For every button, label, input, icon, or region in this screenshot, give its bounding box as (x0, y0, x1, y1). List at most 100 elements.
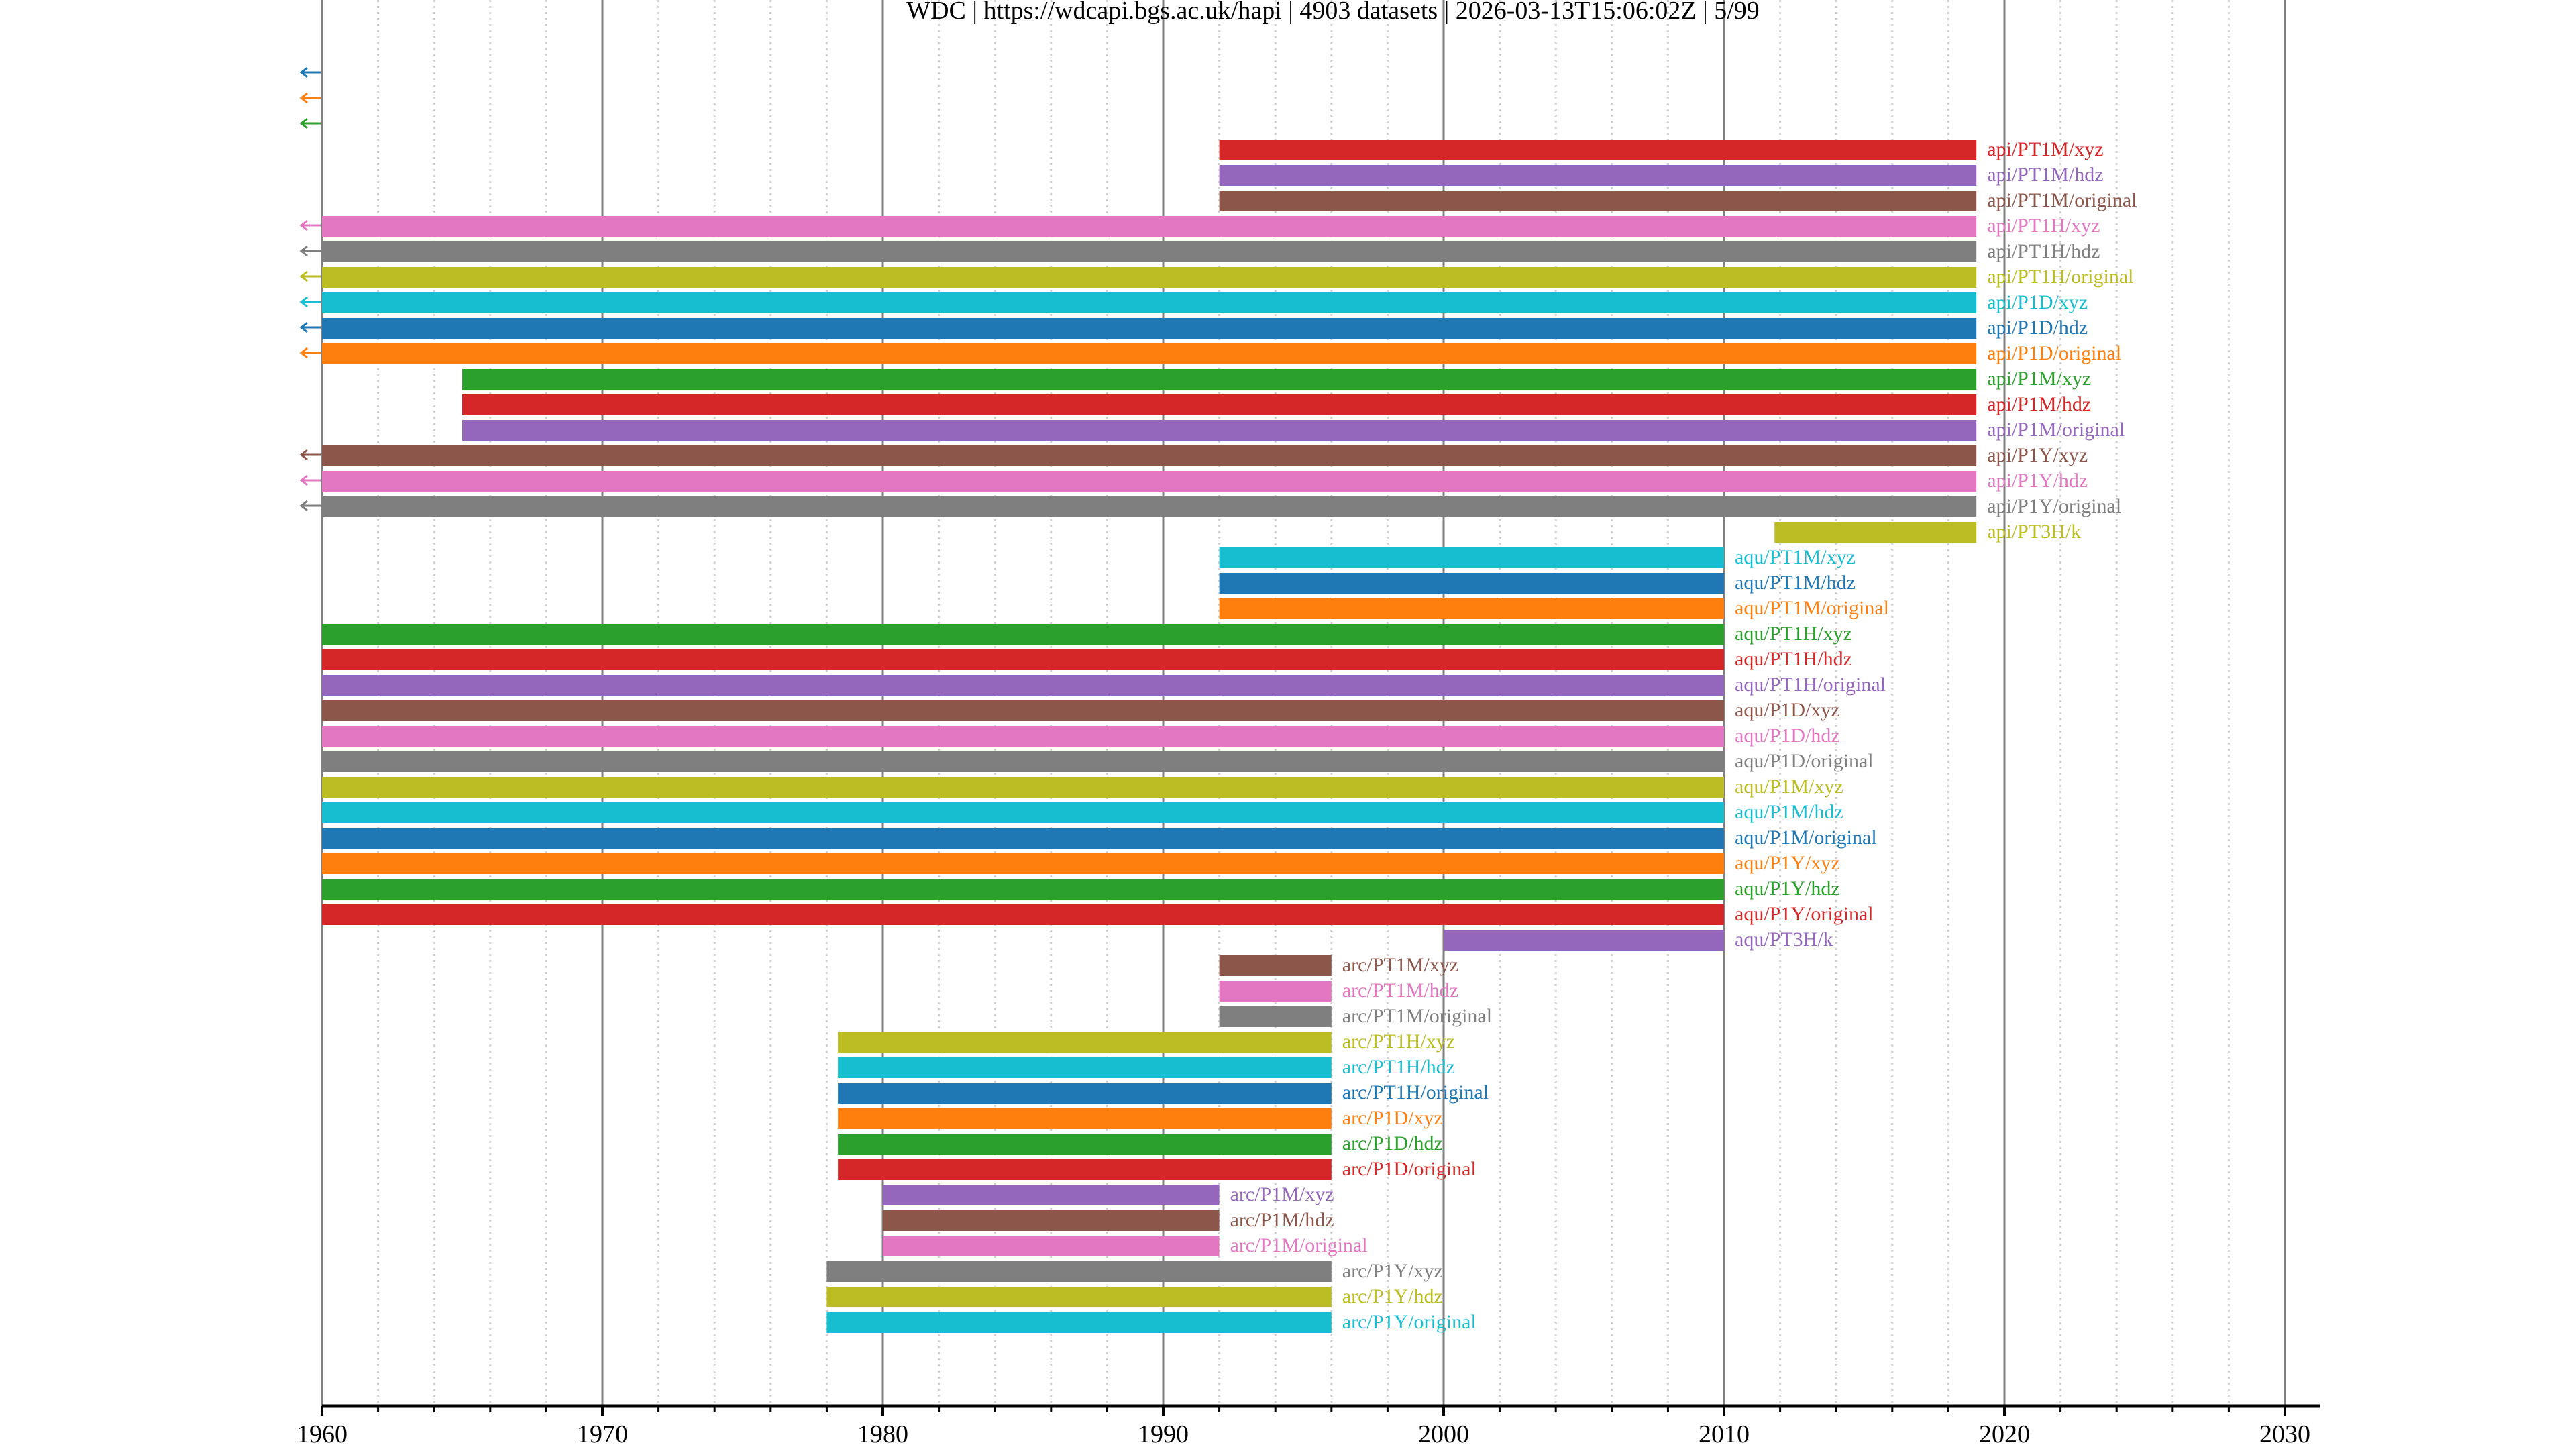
dataset-row: api/P1M/hdz (462, 393, 2091, 415)
left-arrow-head (299, 270, 308, 282)
left-arrow-head (299, 474, 308, 486)
dataset-label: aqu/P1Y/hdz (1735, 877, 1840, 900)
dataset-row: arc/P1Y/xyz (826, 1260, 1443, 1282)
dataset-label: aqu/P1D/original (1735, 750, 1874, 772)
dataset-label: arc/PT1M/original (1342, 1005, 1492, 1027)
dataset-label: arc/P1Y/original (1342, 1311, 1477, 1333)
x-tick-label: 2000 (1418, 1420, 1469, 1448)
left-arrow-head (299, 117, 308, 129)
dataset-bar (838, 1134, 1332, 1155)
dataset-bar (1219, 955, 1332, 976)
dataset-bars: api/PT1M/xyz api/PT1M/hdz api/PT1M/origina… (299, 66, 2137, 1333)
dataset-bar (462, 394, 1977, 415)
dataset-row: aqu/P1Y/xyz (322, 852, 1840, 874)
dataset-bar (322, 445, 1977, 466)
dataset-label: api/P1Y/original (1987, 495, 2121, 517)
dataset-label: api/PT1M/xyz (1987, 138, 2103, 160)
left-arrow-head (299, 92, 308, 104)
dataset-bar (322, 343, 1977, 364)
dataset-bar (322, 649, 1724, 670)
dataset-row: arc/PT1M/hdz (1219, 979, 1458, 1002)
x-tick-label: 2010 (1699, 1420, 1750, 1448)
dataset-label: aqu/P1D/xyz (1735, 699, 1840, 721)
dataset-label: arc/P1M/hdz (1230, 1209, 1334, 1231)
dataset-label: arc/PT1M/xyz (1342, 954, 1458, 976)
left-arrow-head (299, 66, 308, 78)
dataset-row: api/PT3H/k (1774, 521, 2081, 543)
dataset-row: aqu/PT1M/original (1219, 597, 1889, 619)
dataset-label: api/PT1H/hdz (1987, 240, 2100, 262)
dataset-bar (322, 318, 1977, 339)
dataset-bar (322, 267, 1977, 288)
dataset-label: aqu/PT1M/original (1735, 597, 1889, 619)
dataset-row: arc/P1M/hdz (883, 1209, 1334, 1231)
dataset-bar (883, 1185, 1220, 1205)
dataset-label: arc/P1M/xyz (1230, 1183, 1334, 1205)
dataset-row: aqu/PT3H/k (1444, 928, 1833, 951)
dataset-row: aqu/P1D/xyz (322, 699, 1840, 721)
dataset-label: api/PT1H/original (1987, 266, 2133, 288)
dataset-bar (322, 802, 1724, 823)
dataset-label: aqu/PT3H/k (1735, 928, 1833, 951)
dataset-bar (322, 828, 1724, 849)
dataset-bar (462, 420, 1977, 441)
dataset-row: arc/P1D/hdz (838, 1132, 1443, 1155)
dataset-label: arc/PT1H/original (1342, 1081, 1489, 1104)
dataset-bar (838, 1057, 1332, 1078)
dataset-label: api/P1M/original (1987, 419, 2125, 441)
dataset-label: aqu/P1Y/xyz (1735, 852, 1840, 874)
left-arrow-head (299, 500, 308, 512)
dataset-bar (826, 1287, 1332, 1307)
dataset-label: api/P1M/hdz (1987, 393, 2091, 415)
dataset-bar (322, 726, 1724, 747)
dataset-label: aqu/P1M/hdz (1735, 801, 1843, 823)
dataset-bar (322, 496, 1977, 517)
dataset-row: aqu/P1Y/original (322, 903, 1874, 925)
left-arrow-head (299, 245, 308, 257)
dataset-bar (322, 471, 1977, 492)
dataset-bar (1219, 140, 1977, 160)
dataset-label: api/P1Y/xyz (1987, 444, 2088, 466)
chart-title: WDC | https://wdcapi.bgs.ac.uk/hapi | 49… (906, 0, 1760, 25)
dataset-row: aqu/P1D/original (322, 750, 1874, 772)
dataset-label: api/P1D/original (1987, 342, 2121, 364)
dataset-label: api/PT1M/hdz (1987, 164, 2103, 186)
dataset-bar (1219, 573, 1724, 594)
dataset-row: arc/P1M/original (883, 1234, 1368, 1256)
dataset-row: aqu/P1M/xyz (322, 775, 1843, 798)
left-arrow-head (299, 219, 308, 231)
dataset-row: api/PT1M/hdz (1219, 164, 2104, 186)
dataset-bar (322, 624, 1724, 645)
dataset-row: api/P1D/xyz (299, 291, 2088, 313)
dataset-bar (826, 1261, 1332, 1282)
dataset-bar (322, 700, 1724, 721)
dataset-row: aqu/PT1H/xyz (322, 623, 1852, 645)
x-tick-label: 1990 (1138, 1420, 1189, 1448)
dataset-row: aqu/PT1H/original (322, 674, 1886, 696)
dataset-bar (883, 1236, 1220, 1256)
dataset-bar (322, 777, 1724, 798)
dataset-bar (838, 1159, 1332, 1180)
dataset-label: aqu/P1M/xyz (1735, 775, 1843, 798)
dataset-row: arc/P1Y/hdz (826, 1285, 1443, 1307)
dataset-bar (462, 369, 1977, 390)
dataset-bar (1774, 522, 1977, 543)
dataset-label: arc/P1Y/hdz (1342, 1285, 1443, 1307)
dataset-label: arc/PT1H/xyz (1342, 1030, 1455, 1053)
dataset-bar (826, 1312, 1332, 1333)
dataset-label: arc/P1Y/xyz (1342, 1260, 1443, 1282)
dataset-bar (883, 1210, 1220, 1231)
dataset-row: aqu/P1M/original (322, 826, 1877, 849)
dataset-label: api/PT1M/original (1987, 189, 2137, 211)
dataset-row: api/PT1M/original (1219, 189, 2137, 211)
dataset-label: aqu/PT1M/xyz (1735, 546, 1856, 568)
x-tick-label: 1980 (857, 1420, 908, 1448)
dataset-bar (322, 904, 1724, 925)
dataset-label: aqu/PT1H/original (1735, 674, 1886, 696)
dataset-label: api/P1D/hdz (1987, 317, 2088, 339)
dataset-row: aqu/P1M/hdz (322, 801, 1843, 823)
x-tick-label: 2030 (2259, 1420, 2310, 1448)
dataset-label: aqu/P1D/hdz (1735, 724, 1840, 747)
dataset-bar (322, 879, 1724, 900)
